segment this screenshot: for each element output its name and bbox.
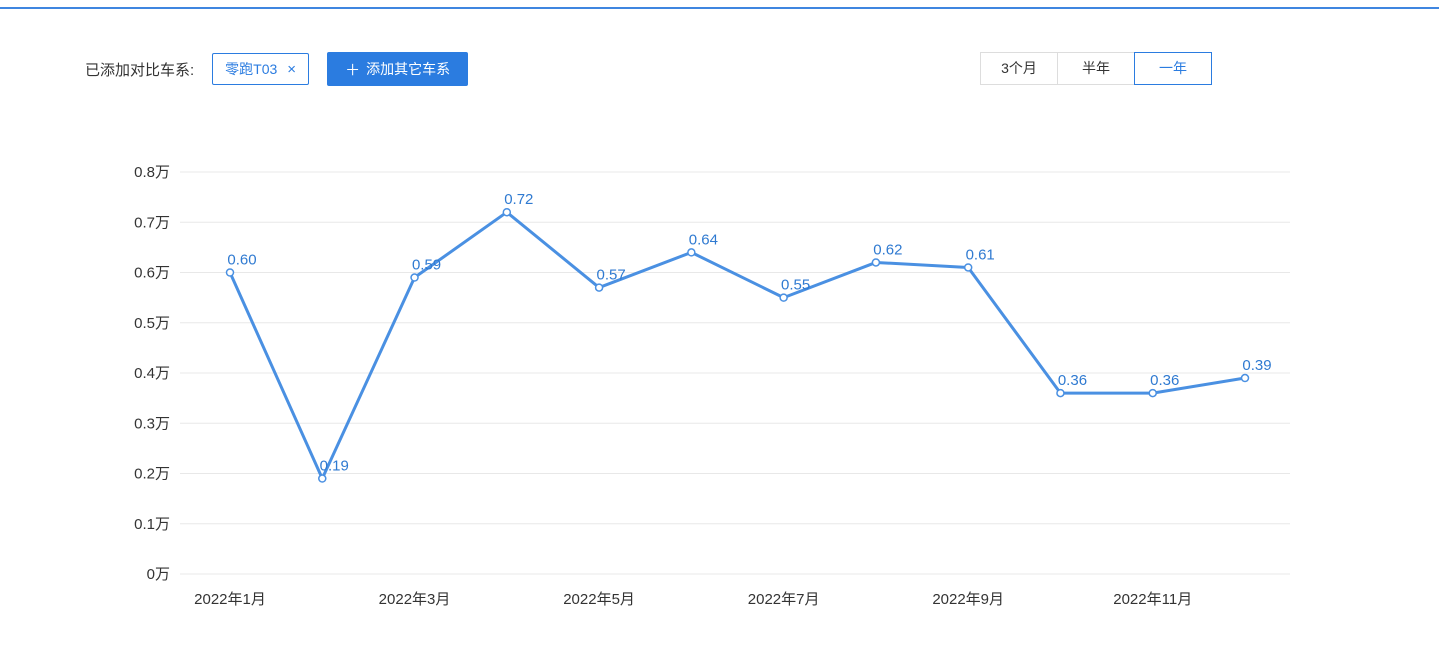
x-tick-label: 2022年3月 (379, 591, 451, 608)
time-range-3months[interactable]: 3个月 (980, 52, 1058, 85)
time-range-oneyear[interactable]: 一年 (1134, 52, 1212, 85)
point-label: 0.19 (320, 458, 349, 475)
y-tick-label: 0.3万 (134, 415, 170, 432)
compare-label: 已添加对比车系: (85, 61, 195, 79)
point-label: 0.64 (689, 231, 718, 248)
x-tick-label: 2022年5月 (563, 591, 635, 608)
point-label: 0.55 (781, 277, 810, 294)
compare-header: 已添加对比车系: 零跑T03 × ＋ 添加其它车系 3个月 半年 一年 (85, 52, 1354, 86)
point-label: 0.72 (504, 191, 533, 208)
x-tick-label: 2022年11月 (1113, 591, 1192, 608)
point-label: 0.62 (873, 241, 902, 258)
y-tick-label: 0万 (147, 566, 170, 583)
x-tick-label: 2022年9月 (932, 591, 1004, 608)
series-line (228, 210, 1247, 481)
y-tick-label: 0.8万 (134, 164, 170, 181)
point-label: 0.60 (227, 252, 256, 269)
data-point[interactable] (1148, 388, 1157, 398)
point-label: 0.57 (596, 267, 625, 284)
y-tick-label: 0.2万 (134, 466, 170, 483)
time-range-selector: 3个月 半年 一年 (980, 52, 1212, 85)
data-point[interactable] (594, 283, 604, 292)
point-label: 0.61 (966, 246, 995, 263)
x-tick-label: 2022年7月 (748, 591, 820, 608)
data-point[interactable] (963, 263, 973, 272)
close-icon[interactable]: × (287, 60, 297, 78)
add-series-button[interactable]: ＋ 添加其它车系 (327, 52, 469, 86)
y-tick-label: 0.4万 (134, 365, 170, 382)
series-tag-label: 零跑T03 (225, 61, 278, 77)
point-label: 0.59 (412, 257, 441, 274)
x-tick-label: 2022年1月 (194, 591, 266, 608)
data-point[interactable] (502, 207, 512, 217)
y-tick-label: 0.1万 (134, 516, 170, 533)
top-divider (0, 7, 1439, 9)
data-point[interactable] (318, 474, 327, 483)
data-point[interactable] (687, 248, 696, 257)
time-range-halfyear[interactable]: 半年 (1057, 52, 1135, 85)
point-label: 0.36 (1058, 372, 1087, 389)
data-point[interactable] (410, 273, 419, 282)
y-tick-label: 0.7万 (134, 214, 170, 231)
data-point[interactable] (779, 293, 788, 302)
y-tick-label: 0.6万 (134, 265, 170, 282)
plus-icon: ＋ (345, 61, 361, 79)
series-tag-leapmotor-t03[interactable]: 零跑T03 × (212, 53, 310, 85)
data-point[interactable] (1056, 388, 1065, 398)
add-series-button-label: 添加其它车系 (366, 61, 451, 77)
point-label: 0.36 (1150, 372, 1179, 389)
y-tick-label: 0.5万 (134, 315, 170, 332)
data-point[interactable] (1240, 373, 1250, 383)
data-point[interactable] (871, 258, 881, 267)
data-point[interactable] (225, 268, 235, 277)
point-label: 0.39 (1242, 357, 1271, 374)
